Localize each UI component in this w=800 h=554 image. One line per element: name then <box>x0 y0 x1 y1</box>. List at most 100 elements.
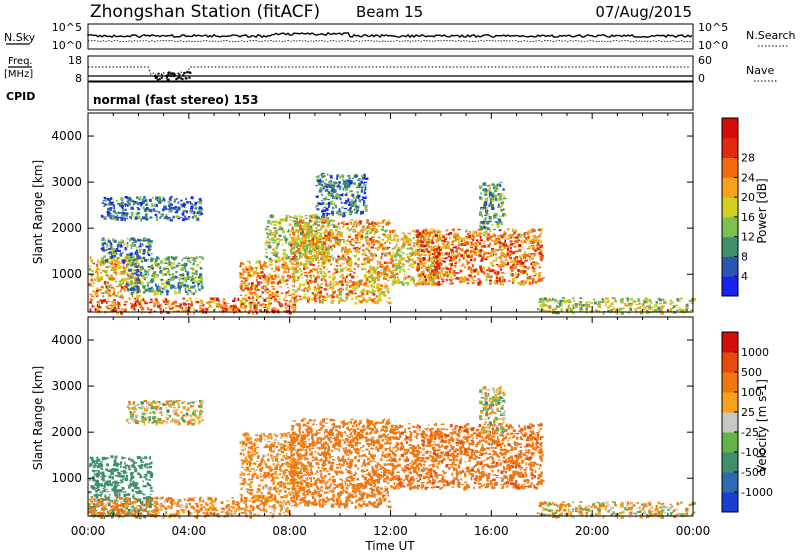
data-cell <box>451 282 454 285</box>
data-cell <box>377 287 380 290</box>
data-cell <box>110 274 113 279</box>
data-cell <box>398 269 401 273</box>
data-cell <box>325 207 329 211</box>
data-cell <box>194 257 198 259</box>
data-cell <box>160 278 164 281</box>
data-cell <box>356 184 359 187</box>
data-cell <box>366 230 370 232</box>
data-cell <box>433 245 437 248</box>
data-cell <box>537 235 541 238</box>
data-cell <box>139 268 143 272</box>
data-cell <box>509 274 512 277</box>
data-cell <box>539 310 542 313</box>
data-cell <box>321 175 325 178</box>
data-cell <box>347 256 350 259</box>
data-cell <box>140 272 143 274</box>
data-cell <box>318 202 322 205</box>
data-cell <box>185 197 187 200</box>
data-cell <box>440 246 443 250</box>
nave-point <box>167 78 170 81</box>
data-cell <box>133 289 136 291</box>
data-cell <box>386 262 389 264</box>
data-cell <box>295 250 297 252</box>
data-cell <box>275 294 277 297</box>
data-cell <box>306 288 309 293</box>
data-cell <box>174 211 178 214</box>
data-cell <box>159 200 162 204</box>
data-cell <box>639 311 644 315</box>
data-cell <box>572 306 575 309</box>
data-cell <box>403 241 407 245</box>
data-cell <box>159 260 163 263</box>
data-cell <box>528 255 531 258</box>
data-cell <box>142 285 144 289</box>
data-cell <box>313 294 317 299</box>
nave-point <box>167 72 170 75</box>
data-cell <box>420 266 423 269</box>
data-cell <box>440 263 443 266</box>
data-cell <box>197 280 200 282</box>
data-cell <box>324 251 328 253</box>
data-cell <box>303 265 306 268</box>
data-cell <box>191 277 194 281</box>
data-cell <box>393 229 396 232</box>
data-cell <box>139 248 142 251</box>
data-cell <box>496 183 500 186</box>
data-cell <box>340 174 345 177</box>
data-cell <box>267 233 272 235</box>
data-cell <box>263 264 266 267</box>
data-cell <box>309 227 312 230</box>
data-cell <box>432 277 435 281</box>
data-cell <box>270 221 273 225</box>
data-cell <box>465 277 469 281</box>
data-cell <box>329 275 331 277</box>
data-cell <box>428 253 432 257</box>
data-cell <box>239 273 242 275</box>
data-cell <box>192 287 195 289</box>
data-cell <box>405 282 410 285</box>
data-cell <box>120 204 124 208</box>
data-cell <box>533 240 535 244</box>
data-cell <box>269 242 272 244</box>
data-cell <box>141 284 145 286</box>
data-cell <box>445 278 448 281</box>
data-cell <box>112 204 115 207</box>
data-cell <box>453 251 457 253</box>
data-cell <box>422 278 426 282</box>
data-cell <box>385 221 389 225</box>
data-cell <box>150 286 154 289</box>
data-cell <box>330 263 333 266</box>
data-cell <box>319 189 322 191</box>
data-cell <box>451 252 455 257</box>
data-cell <box>342 224 345 229</box>
data-cell <box>132 257 136 259</box>
data-cell <box>418 267 421 269</box>
data-cell <box>244 307 247 309</box>
data-cell <box>274 229 277 232</box>
data-cell <box>388 219 390 222</box>
data-cell <box>527 266 531 268</box>
data-cell <box>125 258 128 261</box>
data-cell <box>177 264 181 266</box>
data-cell <box>505 256 508 259</box>
data-cell <box>379 289 382 292</box>
data-cell <box>534 275 536 277</box>
data-cell <box>151 264 154 266</box>
data-cell <box>265 277 268 281</box>
data-cell <box>154 213 158 217</box>
data-cell <box>354 212 356 214</box>
data-cell <box>429 258 432 262</box>
data-cell <box>259 310 262 313</box>
data-cell <box>483 251 486 254</box>
data-cell <box>356 285 358 289</box>
data-cell <box>532 270 535 273</box>
data-cell <box>309 225 313 228</box>
data-cell <box>284 238 288 242</box>
data-cell <box>191 292 194 296</box>
data-cell <box>316 202 319 204</box>
data-cell <box>224 308 228 312</box>
data-cell <box>585 307 588 311</box>
data-cell <box>439 230 442 234</box>
data-cell <box>290 262 294 266</box>
data-cell <box>669 308 673 310</box>
